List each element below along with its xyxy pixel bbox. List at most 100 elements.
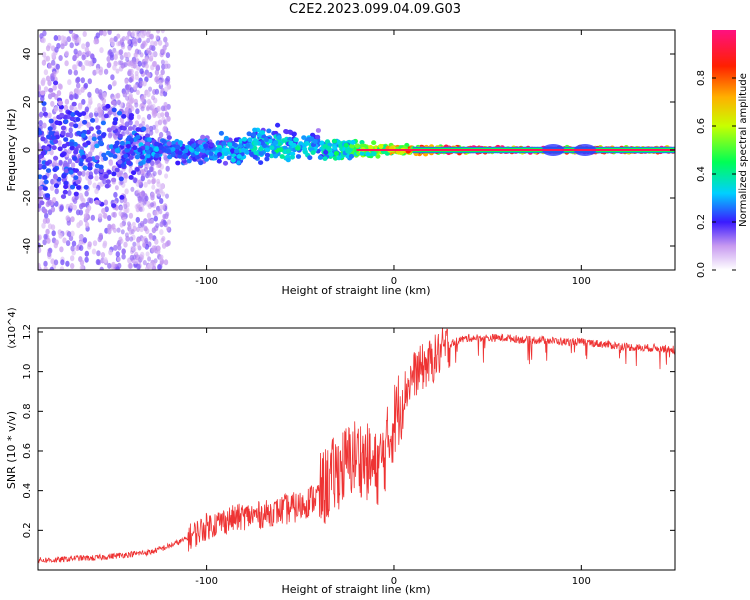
heatmap-cell: [78, 161, 84, 167]
heatmap-cell: [40, 95, 45, 102]
heatmap-cell: [117, 159, 123, 165]
heatmap-cell: [40, 90, 46, 96]
heatmap-cell: [65, 260, 70, 267]
heatmap-cell: [44, 193, 51, 198]
heatmap-cell: [121, 253, 126, 260]
heatmap-cell: [144, 63, 149, 69]
heatmap-cell: [99, 266, 104, 270]
heatmap-cell: [107, 262, 112, 269]
heatmap-cell: [134, 102, 139, 108]
heatmap-cell: [60, 43, 65, 50]
colorbar-tick-label: 0.8: [696, 70, 707, 86]
heatmap-cell: [101, 152, 107, 158]
heatmap-cell: [86, 205, 92, 211]
heatmap-cell: [143, 166, 148, 172]
heatmap-cell: [137, 197, 142, 203]
heatmap-cell: [135, 30, 140, 34]
heatmap-cell: [108, 249, 113, 256]
heatmap-cell: [146, 37, 151, 44]
heatmap-cell: [104, 183, 110, 189]
heatmap-cell: [50, 100, 55, 107]
heatmap-cell: [81, 197, 86, 204]
heatmap-cell: [57, 140, 62, 146]
heatmap-cell: [116, 110, 123, 116]
heatmap-cell: [127, 39, 131, 45]
heatmap-cell: [76, 130, 82, 136]
heatmap-cell: [87, 162, 93, 168]
heatmap-cell: [99, 30, 104, 36]
heatmap-cell: [328, 152, 334, 157]
heatmap-cell: [144, 145, 150, 151]
heatmap-panel: -100 0 100 -40 -20 0 20 40 Height of straight …: [5, 29, 676, 297]
heatmap-cell: [69, 145, 75, 151]
heatmap-cell: [89, 146, 95, 153]
heatmap-cell: [71, 101, 77, 107]
heatmap-cell: [63, 119, 69, 124]
heatmap-cell: [93, 38, 98, 45]
heatmap-cell: [359, 151, 365, 156]
heatmap-cell: [57, 146, 63, 152]
heatmap-cell: [151, 95, 156, 101]
heatmap-cell: [101, 132, 107, 137]
heatmap-cell: [49, 149, 54, 156]
heatmap-cell: [129, 236, 134, 242]
heatmap-cell: [73, 48, 78, 55]
snr-y-label: SNR (10 * v/v): [5, 411, 18, 489]
heatmap-cell: [156, 30, 161, 34]
heatmap-cell: [315, 134, 321, 140]
snr-y-axis: 0.2 0.4 0.6 0.8 1.0 1.2: [22, 324, 675, 538]
heatmap-cell: [70, 216, 75, 223]
heatmap-cell: [119, 140, 125, 146]
heatmap-cell: [160, 30, 165, 34]
heatmap-cell: [304, 141, 310, 146]
heatmap-cell: [151, 178, 156, 185]
heatmap-cell: [124, 79, 129, 85]
heatmap-cell: [266, 128, 272, 134]
heatmap-cell: [130, 63, 135, 69]
heatmap-cell: [38, 84, 41, 91]
heatmap-cell: [124, 121, 130, 128]
heatmap-cell: [108, 152, 114, 158]
heatmap-cell: [98, 168, 105, 173]
heatmap-cell: [43, 69, 49, 76]
heatmap-cell: [76, 82, 81, 89]
heatmap-cell: [82, 142, 88, 148]
heatmap-cell: [45, 55, 51, 62]
heatmap-cell: [159, 260, 164, 266]
heatmap-cell: [59, 205, 64, 211]
heatmap-cell: [58, 55, 63, 61]
heatmap-cell: [68, 169, 74, 175]
heatmap-cell: [136, 242, 141, 248]
heatmap-cell: [47, 251, 52, 258]
heatmap-cell: [89, 141, 95, 148]
heatmap-cell: [87, 165, 93, 171]
heatmap-y-tick-label: 0: [22, 147, 33, 153]
heatmap-cell: [240, 147, 246, 153]
heatmap-cell: [73, 93, 78, 99]
heatmap-cell: [53, 35, 58, 41]
heatmap-y-axis: -40 -20 0 20 40: [22, 48, 675, 254]
heatmap-cell: [52, 159, 58, 166]
heatmap-cell: [125, 143, 131, 149]
heatmap-cell: [133, 84, 138, 91]
heatmap-cell: [218, 130, 224, 136]
heatmap-cell: [165, 193, 169, 199]
heatmap-cell: [88, 60, 93, 67]
heatmap-cell: [132, 254, 137, 260]
heatmap-cell: [38, 111, 44, 118]
heatmap-cell: [143, 226, 148, 232]
heatmap-cell: [154, 238, 159, 245]
heatmap-cell: [38, 154, 43, 160]
heatmap-cell: [84, 106, 90, 113]
heatmap-cell: [53, 259, 59, 266]
heatmap-cell: [123, 207, 128, 214]
heatmap-cell: [155, 64, 160, 71]
snr-series-line: [38, 328, 675, 564]
heatmap-cell: [63, 137, 69, 142]
heatmap-cell: [90, 214, 96, 221]
heatmap-cell: [62, 237, 67, 244]
heatmap-cell: [38, 235, 41, 242]
heatmap-cell: [68, 122, 75, 127]
heatmap-cell: [124, 232, 129, 238]
heatmap-cell: [47, 199, 52, 206]
